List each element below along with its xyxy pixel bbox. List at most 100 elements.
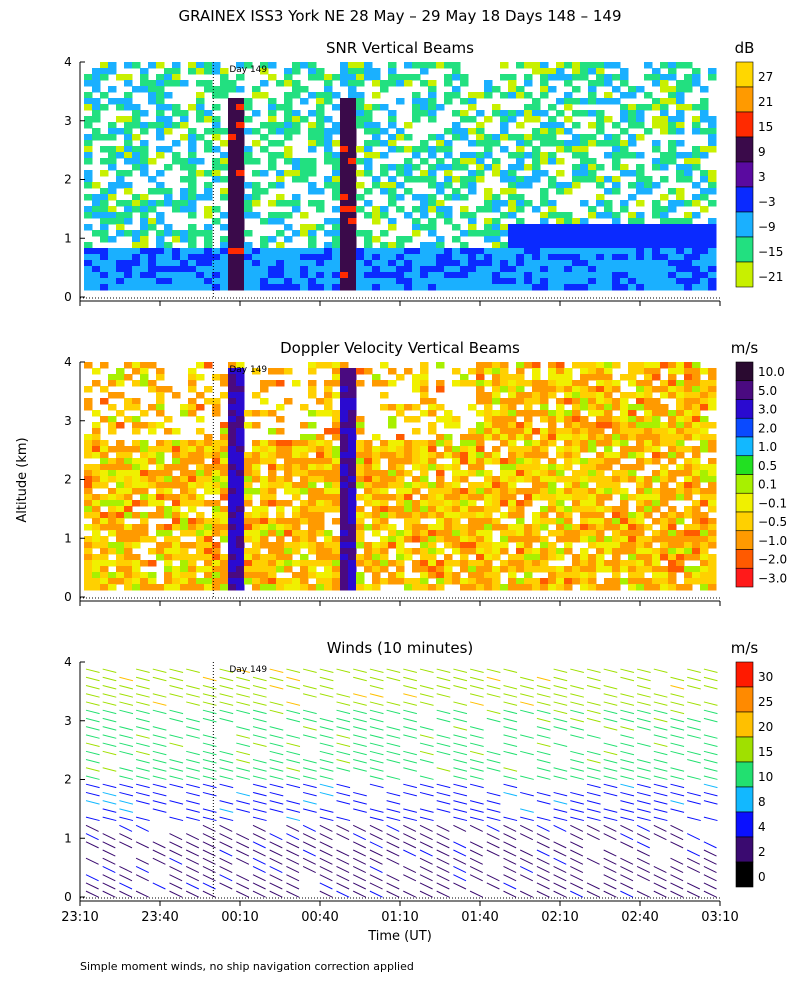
doppler-cell [564, 476, 573, 483]
doppler-cell [92, 506, 101, 513]
doppler-cell [524, 554, 533, 561]
snr-cell [420, 206, 429, 213]
doppler-cell [444, 488, 453, 495]
snr-cell [212, 284, 221, 291]
doppler-cell [268, 440, 277, 447]
doppler-cell [684, 488, 693, 495]
doppler-cell [452, 446, 461, 453]
doppler-cell [284, 368, 293, 375]
snr-cell [500, 122, 509, 129]
doppler-cell [292, 560, 301, 567]
snr-cell [100, 62, 109, 69]
snr-cell [252, 110, 261, 117]
wind-barb [319, 734, 334, 739]
snr-cell [300, 158, 309, 165]
snr-cell [596, 230, 605, 237]
snr-cell [268, 200, 277, 207]
snr-cell [644, 104, 653, 111]
snr-cell [124, 140, 133, 147]
doppler-cell [92, 578, 101, 585]
doppler-cell [700, 578, 709, 585]
snr-cell [628, 248, 637, 255]
doppler-cell [492, 458, 501, 465]
doppler-cell [84, 500, 93, 507]
doppler-cell [356, 536, 365, 543]
snr-cell [700, 242, 709, 249]
snr-cell [404, 62, 413, 69]
doppler-cell [588, 440, 597, 447]
snr-cell [484, 86, 493, 93]
doppler-cell [548, 416, 557, 423]
snr-cell [372, 140, 381, 147]
doppler-colorbar-label: 0.5 [758, 459, 777, 473]
doppler-cell [380, 578, 389, 585]
snr-cell [284, 236, 293, 243]
doppler-cell [212, 452, 221, 459]
doppler-cell [620, 560, 629, 567]
doppler-cell [156, 512, 165, 519]
wind-barb [319, 791, 334, 797]
doppler-cell [620, 494, 629, 501]
snr-cell [420, 176, 429, 183]
snr-cell [580, 200, 589, 207]
snr-cell [668, 152, 677, 159]
doppler-cell [148, 572, 157, 579]
doppler-cell [316, 584, 325, 591]
doppler-cell [476, 482, 485, 489]
wind-barb [236, 726, 250, 731]
snr-cell [236, 242, 245, 249]
snr-cell [244, 248, 253, 255]
wind-barb [269, 833, 283, 841]
doppler-cell [300, 530, 309, 537]
snr-colorbar-label: −15 [758, 245, 783, 259]
snr-cell [364, 104, 373, 111]
doppler-cell [164, 464, 173, 471]
doppler-cell [572, 404, 581, 411]
doppler-cell [644, 524, 653, 531]
wind-barb [386, 750, 401, 756]
snr-cell [604, 140, 613, 147]
snr-cell [652, 164, 661, 171]
wind-barb [520, 791, 534, 797]
wind-barb [369, 759, 384, 764]
snr-cell [620, 170, 629, 177]
snr-cell [652, 116, 661, 123]
snr-cell [604, 74, 613, 81]
doppler-cell [196, 452, 205, 459]
snr-cell [708, 224, 717, 231]
wind-barb [252, 841, 266, 849]
snr-cell [100, 266, 109, 273]
snr-cell [540, 266, 549, 273]
doppler-cell [252, 476, 261, 483]
snr-cell [228, 272, 237, 279]
wind-barb [219, 685, 234, 690]
doppler-cell [324, 410, 333, 417]
snr-cell [668, 122, 677, 129]
wind-barb [102, 676, 117, 682]
doppler-cell [564, 386, 573, 393]
doppler-cell [300, 578, 309, 585]
wind-barb [186, 701, 200, 706]
wind-barb [102, 734, 117, 739]
snr-cell [612, 254, 621, 261]
doppler-cell [500, 458, 509, 465]
doppler-cell [660, 362, 669, 369]
wind-barb [453, 808, 468, 813]
wind-barb [119, 775, 134, 780]
doppler-cell [260, 482, 269, 489]
snr-cell [468, 152, 477, 159]
doppler-cell [356, 368, 365, 375]
doppler-cell [652, 452, 661, 459]
doppler-cell [316, 410, 325, 417]
wind-barb [369, 726, 384, 731]
doppler-cell [268, 464, 277, 471]
doppler-cell [212, 518, 221, 525]
doppler-cell [468, 452, 477, 459]
doppler-cell [652, 554, 661, 561]
doppler-cell [692, 548, 701, 555]
doppler-cell [180, 464, 189, 471]
doppler-cell [244, 578, 253, 585]
snr-cell [156, 254, 165, 261]
snr-cell [236, 224, 245, 231]
doppler-cell [140, 512, 149, 519]
